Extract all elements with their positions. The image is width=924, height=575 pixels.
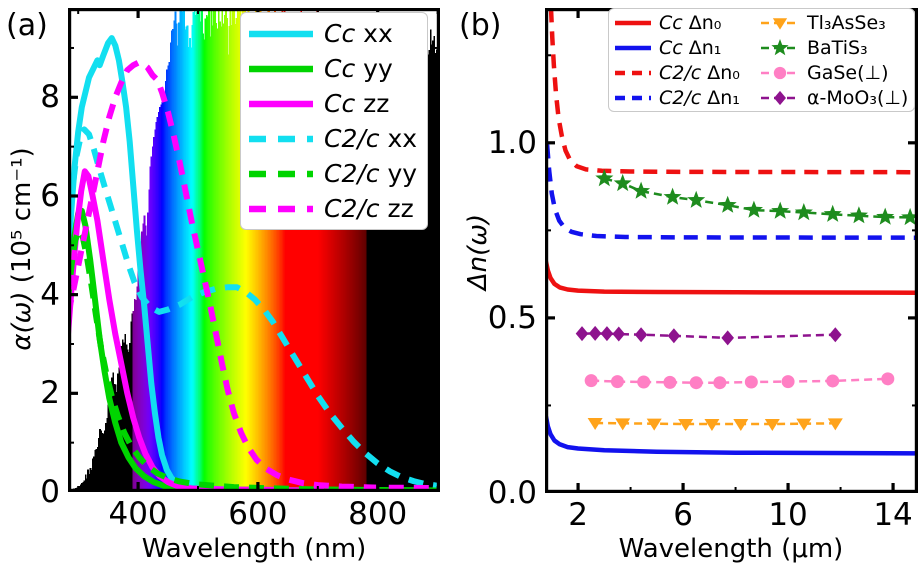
legend-line-sample xyxy=(249,30,313,37)
panel-a-y-tick-label: 2 xyxy=(40,375,60,412)
legend-label-suffix: zz xyxy=(379,194,414,223)
legend-item-b-material-2: GaSe(⊥) xyxy=(759,60,911,85)
panel-a-x-tick-label: 800 xyxy=(348,496,408,532)
legend-item-a-0: Cc xx xyxy=(247,16,427,51)
star-marker-icon xyxy=(761,38,799,55)
panel-a-plot xyxy=(68,8,440,492)
panel-b-canvas xyxy=(545,8,918,493)
legend-item-label: Cc Δn₁ xyxy=(659,37,721,59)
legend-item-label: Cc xx xyxy=(324,19,393,48)
panel-b-y-tick-label: 1.0 xyxy=(487,124,537,161)
legend-item-label: Cc zz xyxy=(324,89,389,118)
legend-line-sample xyxy=(615,20,651,25)
panel-b-x-tick-label: 14 xyxy=(873,497,913,533)
legend-item-label: C2/c xx xyxy=(324,124,417,153)
legend-item-label: C2/c zz xyxy=(324,194,414,223)
legend-label-prefix: Cc xyxy=(324,89,356,118)
legend-item-a-3: C2/c xx xyxy=(247,121,427,156)
panel-a-x-tick-label: 600 xyxy=(228,496,288,532)
legend-b-column-curves: Cc Δn₀ Cc Δn₁ C2/c Δn₀ C2/c Δn₁ xyxy=(613,10,759,110)
panel-b-y-tick-label: 0.5 xyxy=(487,299,537,336)
legend-item-label: C2/c Δn₁ xyxy=(659,87,740,109)
legend-item-label: Cc yy xyxy=(324,54,393,83)
panel-a-label: (a) xyxy=(6,8,48,43)
legend-label-prefix: C2/c xyxy=(324,194,380,223)
legend-label-prefix: C2/c xyxy=(324,159,380,188)
legend-item-b-curve-1: Cc Δn₁ xyxy=(613,35,759,60)
legend-label-suffix: xx xyxy=(355,19,393,48)
panel-b-label: (b) xyxy=(459,8,502,43)
panel-a-xaxis-title: Wavelength (nm) xyxy=(141,534,367,564)
legend-item-label: C2/c Δn₀ xyxy=(659,62,740,84)
panel-b-xaxis-title: Wavelength (μm) xyxy=(618,534,844,564)
legend-label-suffix: Δn₀ xyxy=(682,11,722,34)
legend-item-label: GaSe(⊥) xyxy=(807,61,889,84)
legend-item-label: BaTiS₃ xyxy=(807,36,868,59)
legend-line-sample xyxy=(249,65,313,72)
legend-item-a-4: C2/c yy xyxy=(247,156,427,191)
panel-a-yaxis-title-units: (10⁵ cm⁻¹) xyxy=(7,147,37,292)
legend-line-sample xyxy=(249,100,313,107)
legend-line-sample xyxy=(249,135,313,142)
legend-item-label: α-MoO₃(⊥) xyxy=(807,86,909,109)
panel-b-x-tick-label: 2 xyxy=(568,497,588,533)
legend-label-prefix: Cc xyxy=(659,11,683,34)
panel-a-legend: Cc xx Cc yy Cc zz C2/c xx C2/c yy C2/c zz xyxy=(240,12,428,230)
panel-a-y-tick-label: 4 xyxy=(40,276,60,313)
legend-item-b-material-3: α-MoO₃(⊥) xyxy=(759,85,911,110)
diamond-marker-icon xyxy=(761,90,799,105)
legend-label-prefix: Cc xyxy=(324,19,356,48)
legend-b-column-materials: Tl₃AsSe₃ BaTiS₃ GaSe(⊥) α-MoO₃(⊥) xyxy=(759,10,911,110)
legend-item-b-curve-2: C2/c Δn₀ xyxy=(613,60,759,85)
triangle-marker-icon xyxy=(761,17,799,30)
legend-label-suffix: zz xyxy=(355,89,390,118)
legend-label-suffix: xx xyxy=(379,124,418,153)
legend-label-suffix: yy xyxy=(355,54,393,83)
legend-item-label: C2/c yy xyxy=(324,159,417,188)
legend-line-sample xyxy=(615,45,651,50)
panel-b-plot xyxy=(545,8,918,493)
panel-a-y-tick-label: 6 xyxy=(40,177,60,214)
legend-label-prefix: C2/c xyxy=(659,86,702,109)
panel-a-x-tick-label: 400 xyxy=(108,496,168,532)
legend-item-a-2: Cc zz xyxy=(247,86,427,121)
legend-item-a-5: C2/c zz xyxy=(247,191,427,226)
panel-b-y-tick-label: 0.0 xyxy=(487,475,537,511)
panel-b-x-tick-label: 6 xyxy=(673,497,693,533)
legend-label-prefix: Cc xyxy=(659,36,683,59)
legend-label-prefix: Cc xyxy=(324,54,356,83)
legend-item-b-curve-0: Cc Δn₀ xyxy=(613,10,759,35)
panel-a-y-tick-label: 0 xyxy=(40,474,60,510)
panel-b-x-tick-label: 10 xyxy=(768,497,808,533)
panel-a-canvas xyxy=(68,8,440,492)
legend-item-b-material-0: Tl₃AsSe₃ xyxy=(759,10,911,35)
panel-a-yaxis-title: α(ω) (10⁵ cm⁻¹) xyxy=(7,89,37,409)
legend-label-suffix: Δn₁ xyxy=(701,86,740,109)
circle-marker-icon xyxy=(761,66,799,79)
legend-item-b-curve-3: C2/c Δn₁ xyxy=(613,85,759,110)
legend-item-a-1: Cc yy xyxy=(247,51,427,86)
legend-label-suffix: Δn₁ xyxy=(682,36,722,59)
legend-item-b-material-1: BaTiS₃ xyxy=(759,35,911,60)
legend-label-suffix: yy xyxy=(379,159,418,188)
legend-line-sample xyxy=(615,95,651,100)
legend-label-prefix: C2/c xyxy=(324,124,380,153)
panel-a-y-tick-label: 8 xyxy=(40,79,60,116)
legend-item-label: Cc Δn₀ xyxy=(659,12,721,34)
legend-label-prefix: C2/c xyxy=(659,61,702,84)
legend-label-suffix: Δn₀ xyxy=(701,61,740,84)
panel-b-legend: Cc Δn₀ Cc Δn₁ C2/c Δn₀ C2/c Δn₁ Tl₃AsSe₃ BaTi… xyxy=(608,8,915,112)
legend-line-sample xyxy=(615,70,651,75)
legend-line-sample xyxy=(249,205,313,212)
legend-line-sample xyxy=(249,170,313,177)
legend-item-label: Tl₃AsSe₃ xyxy=(807,11,886,34)
